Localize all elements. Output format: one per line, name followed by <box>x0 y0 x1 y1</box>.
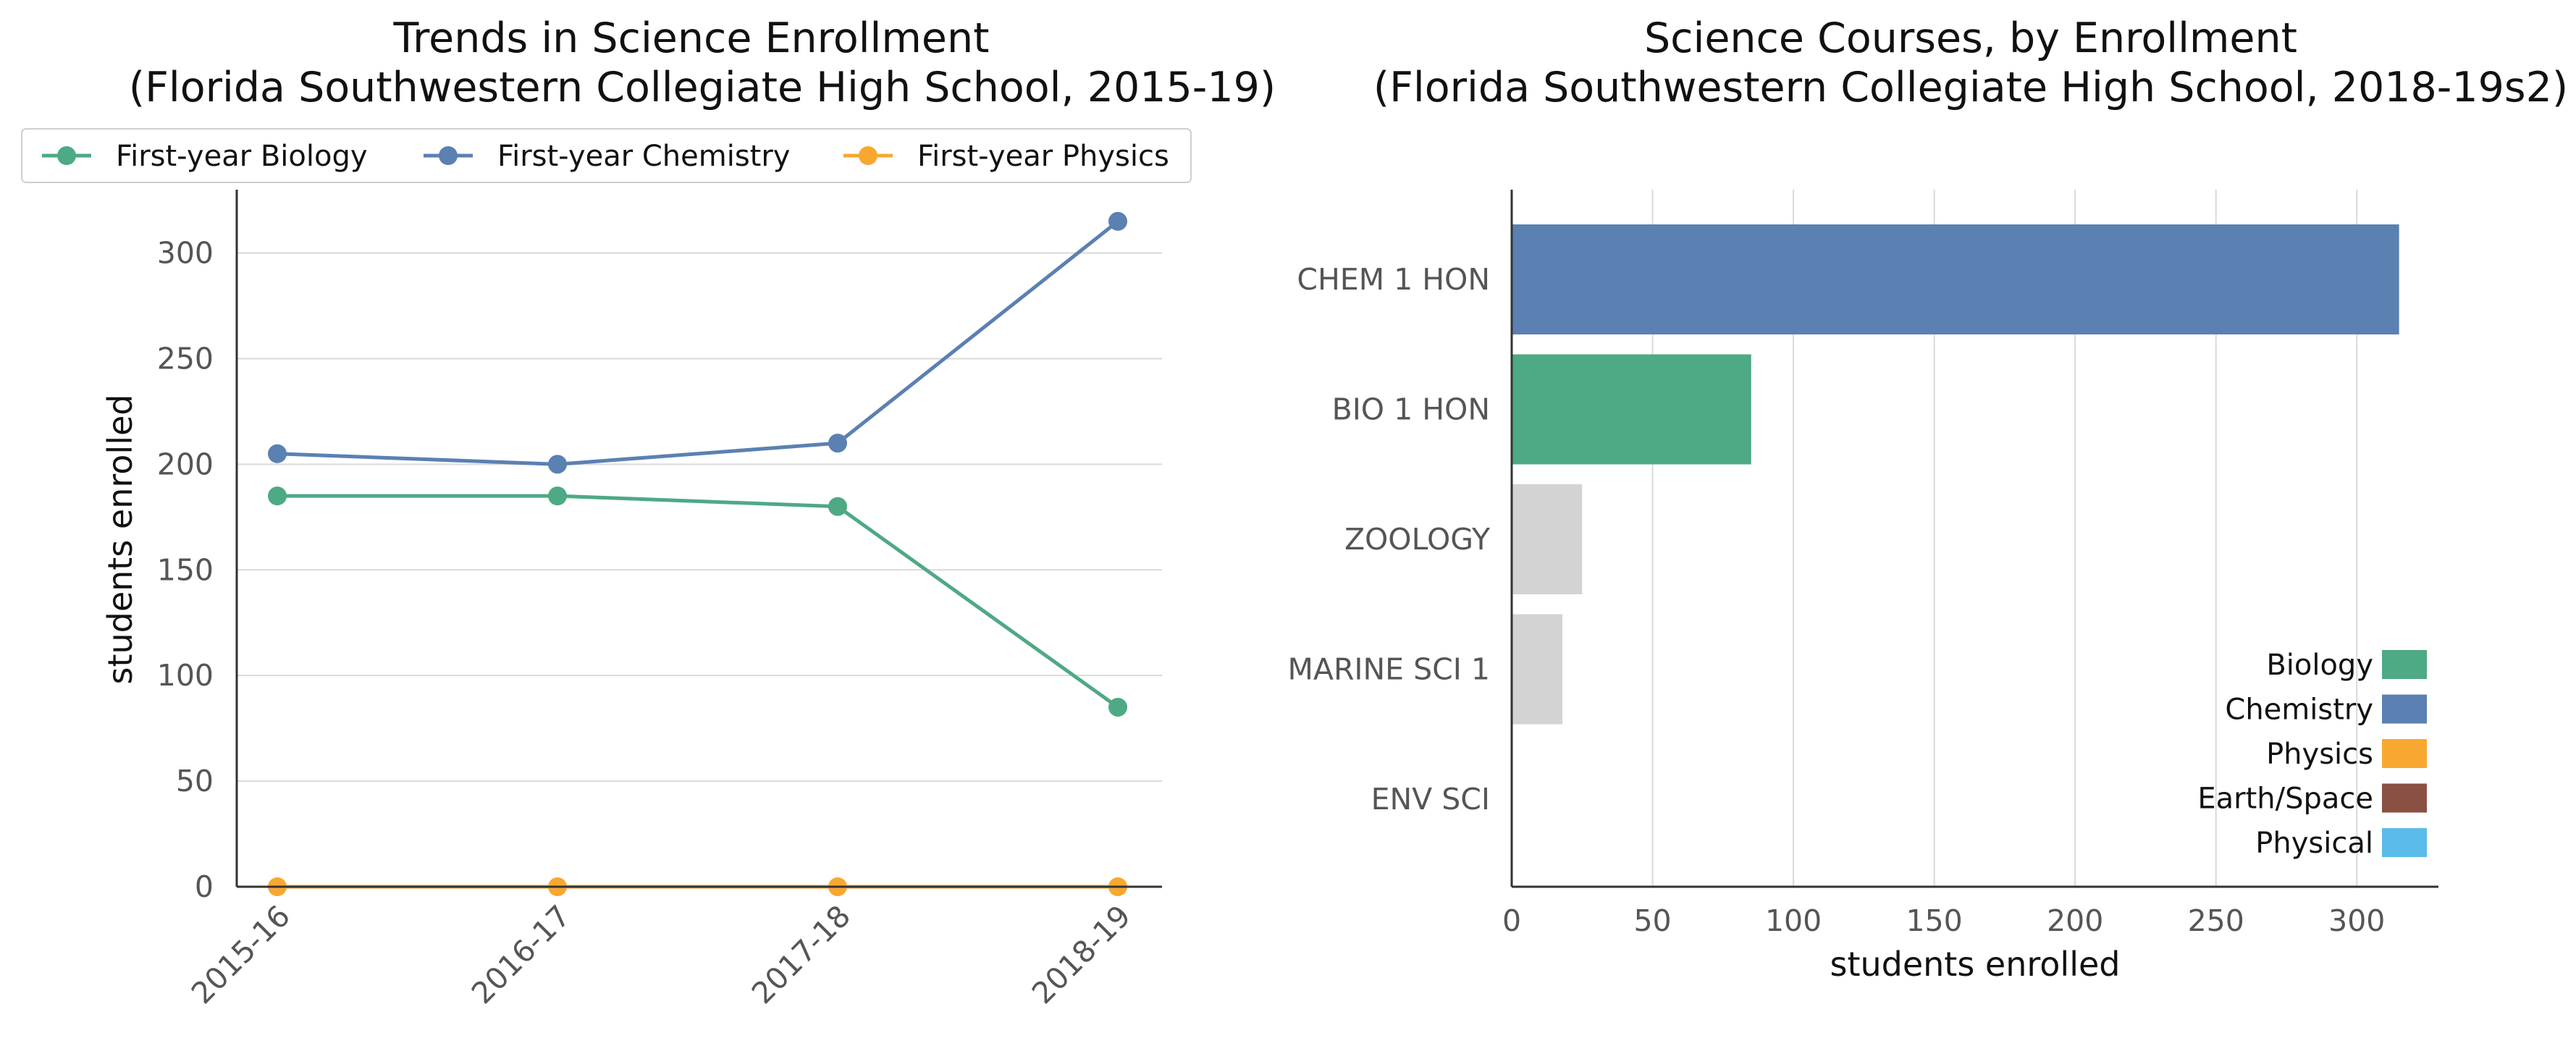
line-chart-y-tick-label: 0 <box>195 869 214 904</box>
legend-swatch <box>2382 650 2427 679</box>
bar-chart-title: Science Courses, by Enrollment <box>1644 14 2297 62</box>
series-line <box>277 494 1119 709</box>
line-chart-subtitle: (Florida Southwestern Collegiate High Sc… <box>129 64 1276 111</box>
legend-label: Physical <box>2255 827 2373 860</box>
bar-chart-x-tick-label: 100 <box>1765 903 1822 938</box>
bar-chart-x-label: students enrolled <box>1830 945 2121 984</box>
series-line <box>277 219 1119 466</box>
legend-item: First-year Physics <box>843 140 1169 173</box>
legend-swatch <box>2382 694 2427 724</box>
legend-label: Chemistry <box>2225 693 2373 727</box>
legend-marker <box>57 146 76 165</box>
data-point <box>1108 697 1127 717</box>
line-chart-y-tick-label: 300 <box>157 236 214 271</box>
bar-chart-x-tick-label: 250 <box>2188 903 2244 938</box>
legend-item: Chemistry <box>2225 693 2427 727</box>
bar-chart-bars <box>1512 224 2399 725</box>
bar-chart-category-labels: CHEM 1 HON BIO 1 HON ZOOLOGY MARINE SCI 1 EN… <box>1288 262 1491 817</box>
bar-chart-x-tick-label: 50 <box>1633 903 1671 938</box>
line-chart-grid <box>237 252 1162 783</box>
data-point <box>268 444 287 463</box>
legend-swatch <box>2382 739 2427 768</box>
line-chart-x-tick-label: 2016-17 <box>465 898 577 1011</box>
line-chart-y-label: students enrolled <box>101 395 140 685</box>
bar <box>1512 224 2399 334</box>
legend-label: First-year Chemistry <box>497 140 790 173</box>
legend-label: Earth/Space <box>2197 783 2373 816</box>
legend-label: Biology <box>2266 649 2373 682</box>
line-chart-y-tick-label: 150 <box>157 552 214 587</box>
bar-chart-category-label: ZOOLOGY <box>1344 522 1491 557</box>
bar <box>1512 614 1563 725</box>
bar <box>1512 484 1583 594</box>
legend-item: Physical <box>2255 827 2427 860</box>
legend-label: First-year Biology <box>116 140 368 173</box>
bar-chart-x-tick-label: 300 <box>2328 903 2385 938</box>
bar-chart-x-tick-label: 0 <box>1502 903 1521 938</box>
bar-chart-panel: Science Courses, by Enrollment (Florida … <box>1288 14 2569 984</box>
data-point <box>828 434 847 453</box>
legend-item: First-year Chemistry <box>424 140 790 173</box>
line-chart-y-ticks: 0 50 100 150 200 250 300 <box>157 236 214 904</box>
line-chart-series <box>268 211 1127 896</box>
legend-item: Earth/Space <box>2197 783 2427 816</box>
legend-label: Physics <box>2266 738 2373 771</box>
line-chart-panel: Trends in Science Enrollment (Florida So… <box>21 14 1276 1011</box>
legend-swatch <box>2382 783 2427 813</box>
line-chart-legend: First-year Biology First-year Chemistry Fi… <box>21 128 1192 183</box>
bar-chart-category-label: BIO 1 HON <box>1332 392 1490 427</box>
legend-item: Physics <box>2266 738 2427 771</box>
bar-chart-x-tick-label: 200 <box>2047 903 2103 938</box>
line-chart-y-tick-label: 100 <box>157 658 214 693</box>
legend-item: First-year Biology <box>42 140 368 173</box>
line-series-first-year-biology <box>268 486 1127 717</box>
legend-marker <box>859 146 877 165</box>
data-point <box>548 455 567 474</box>
legend-item: Biology <box>2266 649 2427 682</box>
data-point <box>828 497 847 516</box>
bar-chart-x-tick-label: 150 <box>1906 903 1963 938</box>
bar-chart-category-label: MARINE SCI 1 <box>1288 652 1490 687</box>
line-chart-y-tick-label: 200 <box>157 447 214 481</box>
legend-marker <box>439 146 458 165</box>
bar <box>1512 354 1751 465</box>
bar-chart-legend: Biology Chemistry Physics Earth/Space Physic… <box>2197 649 2427 860</box>
line-chart-x-tick-label: 2015-16 <box>185 898 297 1011</box>
bar-chart-category-label: ENV SCI <box>1371 782 1490 817</box>
line-chart-title: Trends in Science Enrollment <box>393 14 990 62</box>
line-chart-y-tick-label: 50 <box>176 764 214 798</box>
line-chart-y-tick-label: 250 <box>157 341 214 376</box>
line-series-first-year-chemistry <box>268 211 1127 474</box>
legend-frame <box>21 128 1192 183</box>
line-chart-x-tick-label: 2018-19 <box>1025 898 1137 1011</box>
data-point <box>1108 211 1127 231</box>
line-chart-x-ticks: 2015-16 2016-17 2017-18 2018-19 <box>185 898 1137 1011</box>
data-point <box>268 486 287 506</box>
line-chart-x-tick-label: 2017-18 <box>745 898 857 1011</box>
bar-chart-x-ticks: 0 50 100 150 200 250 300 <box>1502 903 2385 938</box>
bar-chart-subtitle: (Florida Southwestern Collegiate High Sc… <box>1373 64 2568 111</box>
bar-chart-category-label: CHEM 1 HON <box>1297 262 1490 297</box>
legend-label: First-year Physics <box>917 140 1169 173</box>
data-point <box>548 486 567 506</box>
legend-swatch <box>2382 828 2427 857</box>
